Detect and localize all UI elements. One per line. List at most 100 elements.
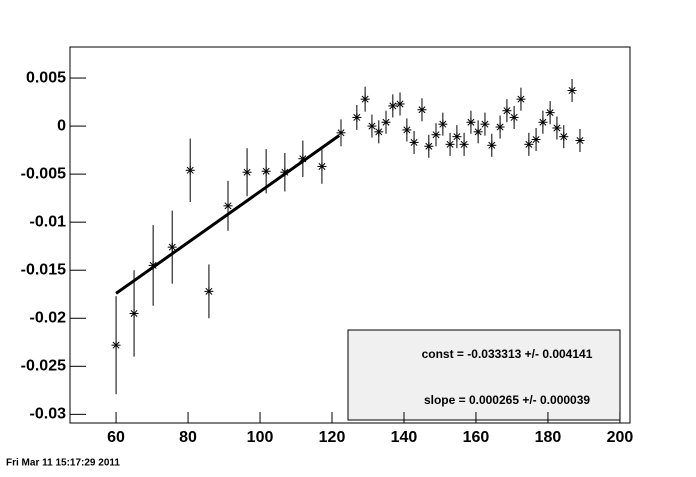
marker-stroke	[410, 138, 418, 146]
marker	[204, 286, 214, 296]
marker-stroke	[510, 113, 518, 121]
marker-stroke	[396, 100, 404, 108]
marker-stroke	[318, 162, 326, 170]
footer: Fri Mar 11 15:17:29 2011	[6, 458, 120, 469]
marker	[261, 166, 271, 176]
y-tick-label: 0	[57, 117, 66, 134]
marker	[417, 105, 427, 115]
x-tick-label: 80	[179, 429, 197, 446]
marker-stroke	[481, 120, 489, 128]
marker	[374, 127, 384, 137]
y-tick-label: -0.03	[30, 406, 67, 423]
marker-stroke	[432, 131, 440, 139]
marker	[336, 128, 346, 138]
frame	[69, 46, 631, 424]
marker	[388, 101, 398, 111]
marker-stroke	[382, 118, 390, 126]
marker	[409, 137, 419, 147]
marker-stroke	[168, 243, 176, 251]
marker-stroke	[560, 133, 568, 141]
marker	[473, 127, 483, 137]
marker	[438, 119, 448, 129]
marker-stroke	[130, 309, 138, 317]
marker	[223, 201, 233, 211]
marker-stroke	[488, 141, 496, 149]
marker-stroke	[568, 87, 576, 95]
marker-stroke	[503, 107, 511, 115]
marker	[509, 112, 519, 122]
x-tick-label: 180	[535, 429, 562, 446]
marker	[524, 139, 534, 149]
marker	[531, 135, 541, 145]
marker	[552, 123, 562, 133]
marker-stroke	[439, 120, 447, 128]
marker	[452, 132, 462, 142]
marker-stroke	[460, 140, 468, 148]
marker-stroke	[186, 166, 194, 174]
marker-stroke	[539, 118, 547, 126]
marker	[538, 117, 548, 127]
marker-stroke	[403, 126, 411, 134]
marker	[424, 141, 434, 151]
marker	[445, 139, 455, 149]
marker	[402, 125, 412, 135]
y-tick-label: -0.015	[21, 261, 66, 278]
x-tick-label: 120	[319, 429, 346, 446]
marker-stroke	[353, 113, 361, 121]
marker	[185, 165, 195, 175]
marker-stroke	[467, 118, 475, 126]
y-tick-label: -0.02	[30, 309, 67, 326]
marker-stroke	[553, 124, 561, 132]
marker-stroke	[532, 136, 540, 144]
y-tick-label: -0.025	[21, 358, 66, 375]
marker-stroke	[425, 142, 433, 150]
marker-stroke	[262, 167, 270, 175]
x-tick-label: 140	[391, 429, 418, 446]
stats-box	[347, 329, 621, 421]
marker	[317, 161, 327, 171]
marker	[480, 119, 490, 129]
marker-stroke	[517, 95, 525, 103]
y-tick-label: -0.01	[30, 213, 67, 230]
y-tick-label: 0.005	[26, 69, 66, 86]
marker	[242, 167, 252, 177]
marker-stroke	[418, 106, 426, 114]
marker	[381, 117, 391, 127]
fit-line	[115, 134, 341, 295]
marker-stroke	[368, 122, 376, 130]
y-tick-label: -0.005	[21, 165, 66, 182]
marker-stroke	[474, 128, 482, 136]
x-tick-label: 100	[247, 429, 274, 446]
marker-stroke	[389, 102, 397, 110]
marker	[352, 112, 362, 122]
marker	[567, 86, 577, 96]
marker	[466, 117, 476, 127]
marker	[167, 242, 177, 252]
marker	[559, 132, 569, 142]
marker-stroke	[205, 287, 213, 295]
marker-stroke	[224, 202, 232, 210]
marker	[459, 139, 469, 149]
marker-stroke	[453, 133, 461, 141]
marker	[502, 106, 512, 116]
marker-stroke	[576, 136, 584, 144]
marker	[395, 99, 405, 109]
marker-stroke	[525, 140, 533, 148]
x-tick-label: 60	[107, 429, 125, 446]
marker-stroke	[112, 341, 120, 349]
marker-stroke	[375, 128, 383, 136]
marker	[129, 308, 139, 318]
marker-stroke	[337, 129, 345, 137]
marker	[367, 121, 377, 131]
marker-stroke	[496, 123, 504, 131]
marker	[111, 340, 121, 350]
marker	[487, 140, 497, 150]
marker	[575, 135, 585, 145]
marker-stroke	[299, 155, 307, 163]
marker	[431, 130, 441, 140]
marker-stroke	[243, 168, 251, 176]
marker	[495, 122, 505, 132]
x-tick-label: 200	[607, 429, 634, 446]
